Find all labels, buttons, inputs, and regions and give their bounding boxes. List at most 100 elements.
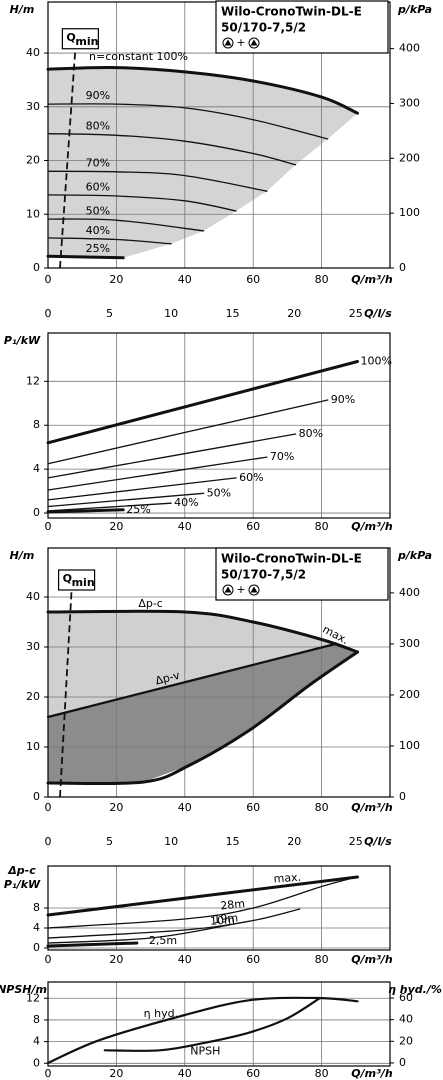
x2-tick-label: 5 <box>106 835 113 848</box>
curve-label: 100% <box>361 355 392 368</box>
qmin-box <box>61 28 99 50</box>
curve-label: 25% <box>86 242 110 255</box>
over-layer: Wilo-CronoTwin-DL-E 50/170-7,5/2 + Wilo-… <box>215 0 389 601</box>
curve <box>46 609 359 654</box>
x-tick-label: 60 <box>246 273 260 286</box>
x-tick-label: 0 <box>45 273 52 286</box>
x-tick-label: 20 <box>109 801 123 814</box>
x-tick-label: 80 <box>315 520 329 533</box>
curve <box>47 237 172 245</box>
x2-axis-label: Q/l/s <box>364 307 392 320</box>
y-axis-label: H/m <box>10 549 35 562</box>
curve-label: NPSH <box>190 1045 220 1058</box>
curve-label: 80% <box>86 120 110 133</box>
plot-frame <box>48 982 390 1066</box>
curve <box>46 642 337 719</box>
y-tick-label: 20 <box>26 154 40 167</box>
y2-tick-label: 200 <box>399 688 420 701</box>
y2-axis-label: η hyd./% <box>388 983 442 996</box>
y2-axis-label: p/kPa <box>397 3 432 16</box>
y-tick-label: 0 <box>33 506 40 519</box>
x-tick-label: 20 <box>109 520 123 533</box>
x2-tick-label: 25 <box>349 307 363 320</box>
y2-tick-label: 200 <box>399 151 420 164</box>
curve <box>46 508 125 514</box>
x-tick-label: 0 <box>45 520 52 533</box>
curve-label: 90% <box>331 393 355 406</box>
curve-label: 60% <box>239 471 263 484</box>
pump-symbol <box>248 584 260 596</box>
curve <box>47 103 329 140</box>
x2-tick-label: 0 <box>45 307 52 320</box>
x-tick-label: 60 <box>246 953 260 966</box>
y-tick-label: 4 <box>33 462 40 475</box>
y2-axis-label: p/kPa <box>397 549 432 562</box>
title-box <box>215 547 389 601</box>
region-area <box>48 612 336 717</box>
curve <box>46 875 359 917</box>
y-tick-label: 0 <box>33 261 40 274</box>
curve <box>103 997 321 1052</box>
curve-label: 19m <box>213 911 239 926</box>
y-tick-label: 30 <box>26 640 40 653</box>
chart-title: Wilo-CronoTwin-DL-E <box>221 5 362 19</box>
y-axis-label: H/m <box>10 3 35 16</box>
x2-axis-label: Q/l/s <box>364 835 392 848</box>
y2-tick-label: 0 <box>399 790 406 803</box>
curve <box>47 399 329 465</box>
curve <box>47 433 297 479</box>
curve-label: 80% <box>299 427 323 440</box>
curve <box>47 456 268 491</box>
curve-label: 70% <box>86 157 110 170</box>
curve <box>46 941 139 948</box>
x-tick-label: 20 <box>109 953 123 966</box>
y2-tick-label: 300 <box>399 637 420 650</box>
curve-label: 40% <box>174 496 198 509</box>
curve <box>46 254 125 260</box>
x-tick-label: 80 <box>315 1067 329 1080</box>
plot-border <box>47 865 391 951</box>
y-tick-label: 12 <box>26 991 40 1004</box>
chart-panel: 0 20 40 60 800 5 10 15 20 25010203040010020030040… <box>10 547 432 848</box>
y2-tick-label: 60 <box>399 991 413 1004</box>
curve <box>47 477 237 501</box>
x2-tick-label: 20 <box>287 307 301 320</box>
x-tick-label: 80 <box>315 801 329 814</box>
curve-label: 10m <box>210 913 235 927</box>
curve <box>47 133 297 166</box>
y-tick-label: 40 <box>26 590 40 603</box>
y2-tick-label: 100 <box>399 206 420 219</box>
qmin-label: Q <box>63 572 72 585</box>
curve <box>46 360 359 445</box>
qmin-line <box>59 589 73 798</box>
y-axis-label: P₁/kW <box>4 878 41 891</box>
title-box <box>215 0 389 54</box>
x-tick-label: 20 <box>109 273 123 286</box>
symbol-join: + <box>236 583 245 596</box>
qmin-line <box>59 48 77 269</box>
curve-label: 60% <box>86 181 110 194</box>
x-tick-label: 0 <box>45 801 52 814</box>
plot-border <box>47 981 391 1067</box>
x-tick-label: 80 <box>315 953 329 966</box>
y-tick-label: 0 <box>33 1056 40 1069</box>
curve-label: Δp-v <box>154 669 182 688</box>
curve-label: Δp-c <box>138 597 163 610</box>
chart-subtitle: 50/170-7,5/2 <box>221 21 306 35</box>
curve <box>47 924 230 944</box>
y-tick-label: 0 <box>33 941 40 954</box>
x-axis-label: Q/m³/h <box>351 801 393 814</box>
y-tick-label: 8 <box>33 418 40 431</box>
y-tick-label: 10 <box>26 207 40 220</box>
pump-symbol <box>248 37 260 49</box>
curve <box>47 170 268 192</box>
symbol-join: + <box>236 36 245 49</box>
y-tick-label: 10 <box>26 740 40 753</box>
x-tick-label: 40 <box>178 520 192 533</box>
y2-tick-label: 400 <box>399 42 420 55</box>
curve-label: 50% <box>207 486 231 499</box>
x-tick-label: 40 <box>178 1067 192 1080</box>
